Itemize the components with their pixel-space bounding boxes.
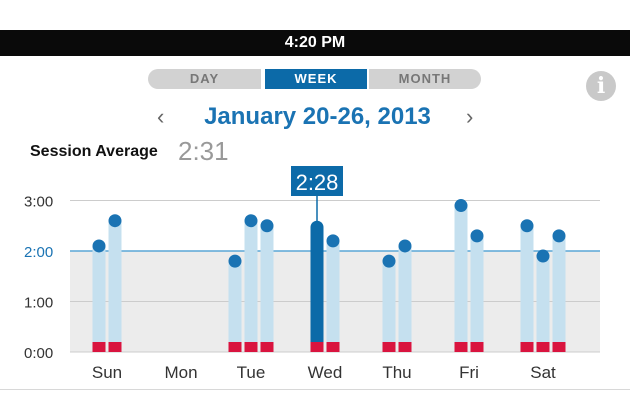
session-bar-base [228,342,242,352]
session-bar-base [454,342,468,352]
session-bar [382,261,396,352]
session-bar-base [108,342,122,352]
tab-month[interactable]: MONTH [369,69,481,89]
session-bar [454,205,468,352]
session-bar-base [470,342,484,352]
y-tick-label: 0:00 [24,345,53,362]
session-bar [398,245,412,352]
x-tick-label: Sun [92,363,122,382]
session-bar [552,235,566,352]
x-tick-label: Mon [164,363,197,382]
session-bar-base [536,342,550,352]
x-tick-label: Thu [382,363,411,382]
session-bar [326,240,340,352]
y-tick-label: 2:00 [24,244,53,261]
session-average-value: 2:31 [178,136,229,166]
session-bar-base [260,342,274,352]
session-dot [536,249,550,263]
session-bar-base [244,342,258,352]
x-tick-label: Sat [530,363,556,382]
session-bar-base [326,342,340,352]
tab-week[interactable]: WEEK [265,69,367,89]
session-bar-base [382,342,396,352]
session-bar [92,245,106,352]
status-time: 4:20 PM [284,34,346,51]
session-dot [382,254,396,268]
session-dot [552,229,566,243]
session-dot [520,219,534,233]
session-bar [228,261,242,352]
x-tick-label: Wed [308,363,343,382]
session-dot [228,254,242,268]
session-dot [398,239,412,253]
session-dot [326,234,340,248]
x-tick-label: Fri [459,363,479,382]
session-bar [536,256,550,352]
session-dot [92,239,106,253]
prev-week-icon[interactable]: ‹ [157,104,165,129]
highlight-label: 2:28 [296,170,339,195]
session-dot [244,214,258,228]
session-bar [470,235,484,352]
session-dot [260,219,274,233]
session-bar-base [398,342,412,352]
y-tick-label: 1:00 [24,295,53,312]
next-week-icon[interactable]: › [466,104,474,129]
session-bar [260,225,274,352]
tab-day[interactable]: DAY [148,69,261,89]
x-tick-label: Tue [237,363,266,382]
session-dot [454,199,468,213]
info-icon[interactable]: i [586,71,616,101]
session-average-label: Session Average [30,143,158,160]
session-bar [520,225,534,352]
session-bar-base [310,342,324,352]
date-range-title: January 20-26, 2013 [204,103,431,130]
session-bar-base [92,342,106,352]
session-bar [108,220,122,352]
session-bar [244,220,258,352]
highlight-callout [291,166,343,196]
session-bar [310,227,324,352]
session-dot [108,214,122,228]
session-bar-base [552,342,566,352]
y-tick-label: 3:00 [24,194,53,211]
status-bar: 4:20 PM [0,30,630,56]
session-dot [470,229,484,243]
session-chart: 3:00 2:00 1:00 0:00 Sun Mon Tue 2:28 Wed Thu Fri Sa… [24,166,600,382]
session-bar-base [520,342,534,352]
